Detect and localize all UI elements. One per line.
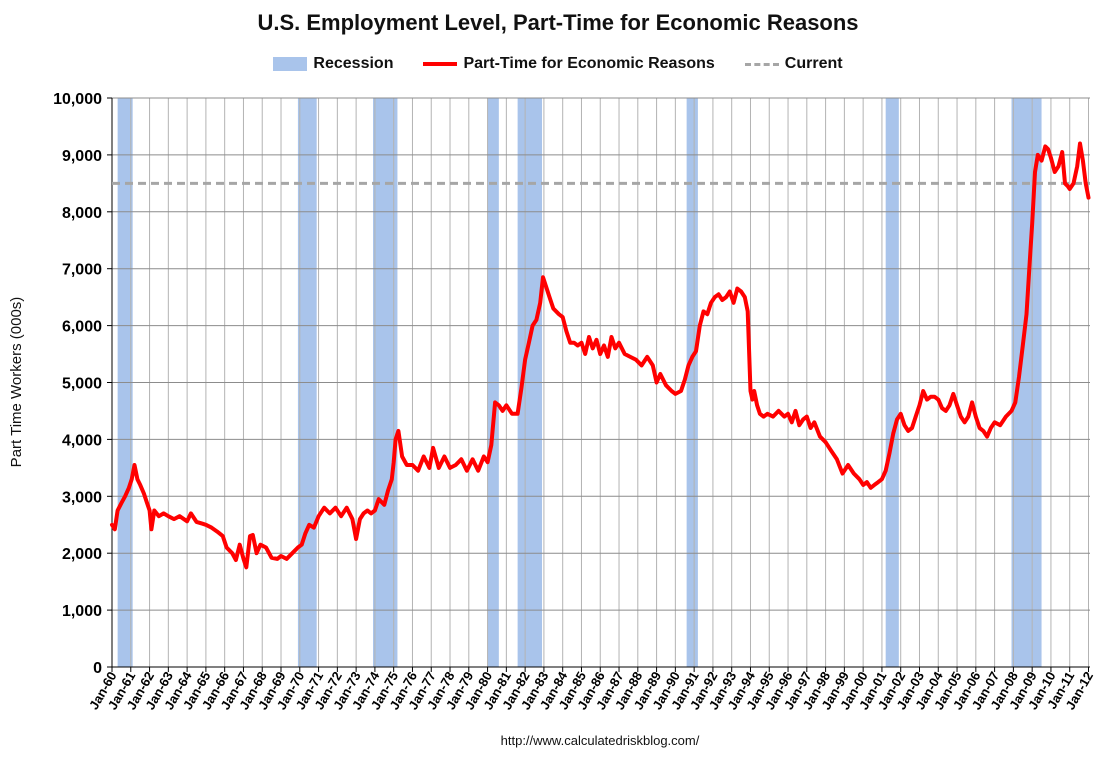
y-tick-label: 1,000 xyxy=(62,603,102,620)
legend-label-current: Current xyxy=(784,55,843,72)
series-line xyxy=(110,141,1091,570)
y-tick-label: 2,000 xyxy=(62,546,102,563)
legend-swatch-series xyxy=(423,62,458,66)
y-tick-label: 10,000 xyxy=(53,91,102,108)
y-tick-label: 9,000 xyxy=(62,148,102,165)
source-url: http://www.calculatedriskblog.com/ xyxy=(500,733,700,748)
legend-item-series: Part-Time for Economic Reasons xyxy=(423,55,715,73)
y-tick-label: 5,000 xyxy=(62,376,102,393)
chart-legend: Recession Part-Time for Economic Reasons… xyxy=(0,52,1116,76)
chart-title: U.S. Employment Level, Part-Time for Eco… xyxy=(257,10,859,35)
y-tick-label: 3,000 xyxy=(62,489,102,506)
legend-label-series: Part-Time for Economic Reasons xyxy=(463,55,715,72)
y-tick-label: 6,000 xyxy=(62,319,102,336)
legend-label-recession: Recession xyxy=(313,55,394,72)
y-tick-label: 8,000 xyxy=(62,205,102,222)
legend-item-current: Current xyxy=(744,55,843,73)
legend-item-recession: Recession xyxy=(273,55,393,73)
legend-swatch-current xyxy=(744,62,779,66)
y-tick-label: 7,000 xyxy=(62,262,102,279)
y-tick-label: 0 xyxy=(93,660,102,677)
legend-swatch-recession xyxy=(273,57,308,71)
y-tick-label: 4,000 xyxy=(62,432,102,449)
